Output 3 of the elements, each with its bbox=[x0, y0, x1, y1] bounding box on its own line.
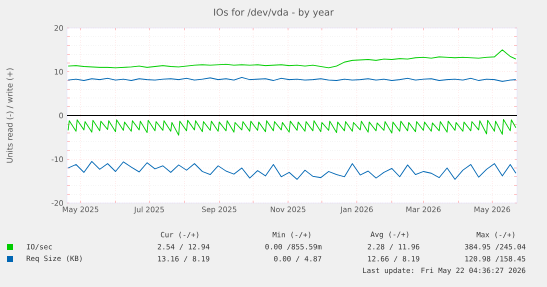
line-series bbox=[68, 160, 516, 180]
line-series bbox=[68, 118, 516, 136]
chart-title: IOs for /dev/vda - by year bbox=[214, 8, 334, 18]
